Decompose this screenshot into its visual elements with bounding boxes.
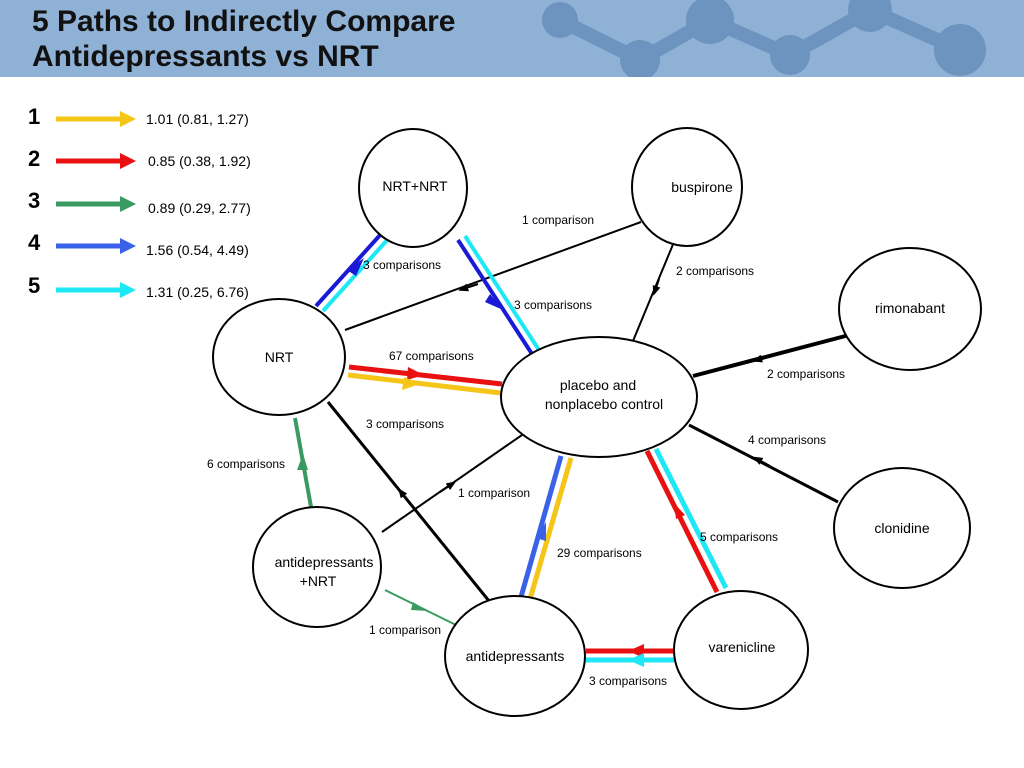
path-edges xyxy=(293,232,729,667)
edge-arrow xyxy=(398,488,411,505)
path-edge-blue xyxy=(518,455,564,598)
edge-label: 2 comparisons xyxy=(767,367,845,381)
path-arrowhead-green xyxy=(297,454,308,470)
legend-item-1: 1 1.01 (0.81, 1.27) xyxy=(28,104,249,129)
edge-label: 2 comparisons xyxy=(676,264,754,278)
edge-arrow xyxy=(458,283,479,292)
edge-rimonabant-placebo xyxy=(692,332,854,378)
path-arrowhead-blue xyxy=(536,522,546,541)
edge-adnrt-placebo xyxy=(381,434,523,533)
legend-arrowhead xyxy=(120,153,136,169)
node-antidepressants xyxy=(444,595,586,717)
path-edge-red xyxy=(644,449,720,594)
node-label-buspirone: buspirone xyxy=(671,179,733,195)
edge-label: 3 comparisons xyxy=(363,258,441,272)
node-label-placebo-2: nonplacebo control xyxy=(545,396,663,412)
node-label-placebo-1: placebo and xyxy=(560,377,636,393)
node-placebo xyxy=(500,336,698,458)
path-arrowhead-blue xyxy=(485,294,503,310)
edge-buspirone-placebo xyxy=(632,241,675,342)
path-edge-yellow xyxy=(527,457,574,600)
node-nrt xyxy=(212,298,346,416)
legend-number: 3 xyxy=(28,188,40,213)
path-edge-blue xyxy=(456,238,534,356)
legend-item-4: 4 1.56 (0.54, 4.49) xyxy=(28,230,249,258)
edge-arrow xyxy=(752,354,771,363)
node-buspirone xyxy=(631,127,743,247)
path-edge-red xyxy=(348,364,503,387)
path-arrowhead-cyan xyxy=(628,653,644,667)
edge-label: 1 comparison xyxy=(522,213,594,227)
legend-value: 0.89 (0.29, 2.77) xyxy=(148,200,251,216)
path-edge-cyan xyxy=(653,447,729,590)
edge-arrow xyxy=(652,278,661,296)
edge-label: 3 comparisons xyxy=(514,298,592,312)
legend-value: 0.85 (0.38, 1.92) xyxy=(148,153,251,169)
legend-value: 1.01 (0.81, 1.27) xyxy=(146,111,249,127)
legend-number: 4 xyxy=(28,230,41,255)
node-label-clonidine: clonidine xyxy=(874,520,929,536)
node-varenicline xyxy=(673,590,809,710)
legend-arrowhead xyxy=(120,196,136,212)
title-line-1: 5 Paths to Indirectly Compare xyxy=(32,5,456,38)
edge-label: 6 comparisons xyxy=(207,457,285,471)
page-title: 5 Paths to Indirectly Compare Antidepres… xyxy=(32,4,455,74)
title-line-2: Antidepressants vs NRT xyxy=(32,40,379,73)
path-arrowhead-red xyxy=(628,644,644,658)
header-banner: 5 Paths to Indirectly Compare Antidepres… xyxy=(0,0,1024,77)
molecule-decoration xyxy=(542,0,986,77)
node-label-adnrt-1: antidepressants xyxy=(275,554,374,570)
legend-number: 5 xyxy=(28,273,40,298)
edge-labels: 1 comparison 3 comparisons 2 comparisons… xyxy=(207,213,845,688)
node-label-nrtnrt: NRT+NRT xyxy=(382,178,448,194)
edge-arrow xyxy=(752,456,771,467)
legend-value: 1.31 (0.25, 6.76) xyxy=(146,284,249,300)
edge-label: 1 comparison xyxy=(458,486,530,500)
node-label-rimonabant: rimonabant xyxy=(875,300,945,316)
node-antidepressants-nrt xyxy=(252,506,382,628)
legend-item-5: 5 1.31 (0.25, 6.76) xyxy=(28,273,249,300)
edge-label: 3 comparisons xyxy=(366,417,444,431)
node-labels: NRT+NRT buspirone rimonabant NRT placebo… xyxy=(265,178,945,664)
edge-label: 29 comparisons xyxy=(557,546,642,560)
edge-label: 1 comparison xyxy=(369,623,441,637)
legend-arrowhead xyxy=(120,282,136,298)
path-arrowhead-green xyxy=(411,602,427,611)
legend-number: 1 xyxy=(28,104,40,129)
legend-arrowhead xyxy=(120,238,136,254)
legend-item-2: 2 0.85 (0.38, 1.92) xyxy=(28,146,251,171)
node-label-antidepressants: antidepressants xyxy=(466,648,565,664)
nodes xyxy=(212,127,982,717)
path-arrowhead-blue xyxy=(347,258,364,276)
path-arrowhead-yellow xyxy=(402,377,420,390)
edge-label: 3 comparisons xyxy=(589,674,667,688)
node-label-nrt: NRT xyxy=(265,349,294,365)
node-nrtnrt xyxy=(358,128,468,248)
edge-label: 67 comparisons xyxy=(389,349,474,363)
node-label-adnrt-2: +NRT xyxy=(300,573,337,589)
edge-label: 4 comparisons xyxy=(748,433,826,447)
legend-arrowhead xyxy=(120,111,136,127)
node-rimonabant xyxy=(838,247,982,371)
legend-number: 2 xyxy=(28,146,40,171)
path-edge-yellow xyxy=(347,372,502,396)
node-clonidine xyxy=(833,467,971,589)
path-edge-cyan xyxy=(463,234,541,352)
node-label-varenicline: varenicline xyxy=(709,639,776,655)
legend-value: 1.56 (0.54, 4.49) xyxy=(146,242,249,258)
edge-arrow xyxy=(439,481,457,493)
legend-item-3: 3 0.89 (0.29, 2.77) xyxy=(28,188,251,216)
edge-label: 5 comparisons xyxy=(700,530,778,544)
path-arrowhead-red xyxy=(674,503,685,519)
path-arrowhead-red xyxy=(407,367,424,380)
legend: 1 1.01 (0.81, 1.27) 2 0.85 (0.38, 1.92) … xyxy=(28,104,251,300)
